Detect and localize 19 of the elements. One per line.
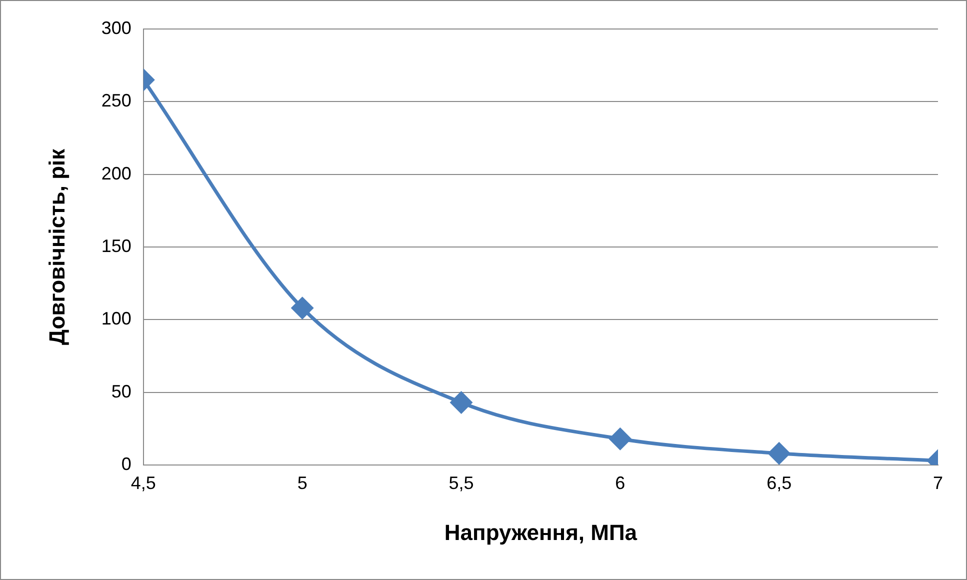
y-axis-title: Довговічність, рік [44,148,70,346]
y-tick-label: 250 [101,90,132,111]
y-tick-label: 150 [101,236,132,256]
point [609,428,631,450]
point [450,392,472,414]
point [292,297,314,319]
y-tick-label: 0 [121,454,132,474]
x-axis-title: Напруження, МПа [444,520,638,545]
point [768,442,790,464]
x-tick-label: 5,5 [448,472,474,493]
x-tick-label: 6,5 [766,472,792,493]
y-tick-label: 300 [101,18,132,38]
x-tick-label: 4,5 [130,472,156,493]
y-tick-label: 100 [101,308,132,329]
y-tick-label: 50 [111,381,132,402]
x-tick-label: 5 [297,472,308,493]
x-tick-label: 6 [615,472,626,493]
y-tick-label: 200 [101,163,132,184]
x-tick-label: 7 [932,472,944,493]
